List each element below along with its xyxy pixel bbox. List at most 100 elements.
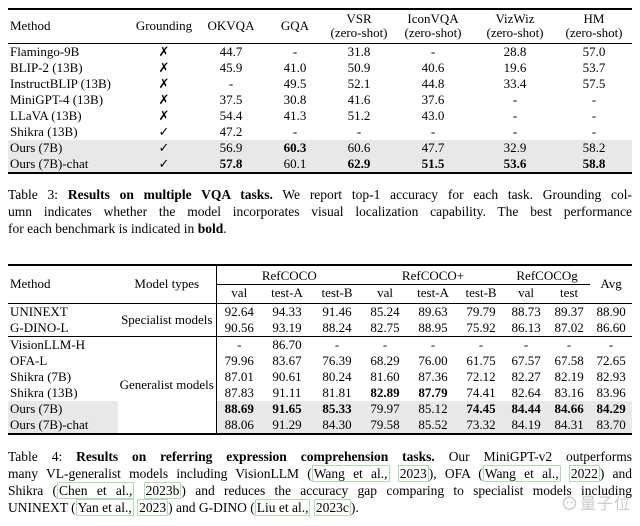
table-row: Shikra (13B) 87.83 91.11 81.81 82.89 87.79 74.… [8, 385, 632, 401]
column-header-label: VSR [346, 11, 372, 26]
score-cell: 19.6 [503, 60, 527, 75]
score-cell: 88.06 [215, 417, 262, 434]
score-cell: 83.70 [590, 417, 633, 434]
score-cell: - [590, 336, 633, 353]
score-cell: 57.8 [198, 156, 264, 173]
split-header: test-A [408, 284, 459, 304]
score-cell: - [512, 124, 518, 139]
score-cell: - [512, 108, 518, 123]
model-type-cell: Generalist models [118, 336, 216, 434]
score-cell: 51.5 [392, 156, 474, 173]
column-header-label: GQA [280, 18, 310, 33]
score-cell: 82.27 [511, 369, 541, 384]
table-row: UNINEXT Specialist models 92.64 94.33 91.46 8… [8, 303, 632, 327]
caption-line: many VL-generalist models including Visi… [8, 465, 632, 482]
score-cell: - [504, 336, 549, 353]
caption-text: . [223, 221, 227, 236]
table-row: Ours (7B)-chat 88.06 91.29 84.30 79.58 85.52 7… [8, 417, 633, 434]
citation-link[interactable]: 2023 [137, 499, 169, 516]
caption-text: ). [350, 500, 359, 515]
score-cell: 85.33 [312, 401, 363, 417]
method-cell: Flamingo-9B [10, 44, 80, 59]
score-cell: 82.64 [511, 385, 541, 400]
score-cell: 85.52 [408, 417, 459, 434]
method-cell: VisionLLM-H [8, 336, 118, 353]
score-cell: 79.97 [362, 401, 409, 417]
score-cell: 83.67 [272, 353, 302, 368]
column-header-subscript: (zero-shot) [486, 25, 544, 40]
score-cell: 79.58 [362, 417, 409, 434]
table-row: LLaVA (13B) ✗ 54.4 41.3 51.2 43.0 - - [8, 108, 632, 124]
score-cell: 84.31 [548, 417, 591, 434]
score-cell: 52.1 [347, 76, 371, 91]
split-header: val [215, 284, 262, 304]
caption-text: ), OFA ( [428, 466, 483, 481]
score-cell: 45.9 [219, 60, 243, 75]
citation-link[interactable]: Liu et al., [254, 499, 311, 516]
score-cell: 88.24 [322, 320, 352, 335]
column-header-label: OKVQA [207, 18, 255, 33]
method-cell: Ours (7B) [8, 401, 118, 417]
score-cell: 88.95 [418, 320, 448, 335]
column-header: HM (zero-shot) [556, 9, 632, 44]
grounding-mark: ✗ [158, 108, 170, 123]
split-header: test [548, 284, 591, 304]
grounding-mark: ✗ [158, 92, 170, 107]
score-cell: 49.5 [283, 76, 307, 91]
score-cell: 82.19 [554, 369, 584, 384]
caption-bold-text: Results on multiple VQA tasks. [67, 187, 273, 202]
caption-line: for each benchmark is indicated in bold. [8, 220, 632, 237]
citation-link[interactable]: 2023 [397, 465, 429, 482]
score-cell: 67.58 [554, 353, 584, 368]
column-header-avg: Avg [590, 265, 633, 304]
score-cell: 67.57 [511, 353, 541, 368]
score-cell: 87.36 [418, 369, 448, 384]
method-cell: LLaVA (13B) [10, 108, 82, 123]
score-cell: 79.96 [215, 353, 262, 369]
citation-link[interactable]: Yan et al., [75, 499, 134, 516]
table4-caption: Table 4: Results on referring expression… [8, 448, 632, 516]
score-cell: - [215, 336, 262, 353]
score-cell: 91.29 [262, 417, 312, 434]
method-cell: InstructBLIP (13B) [10, 76, 111, 91]
score-cell: 87.02 [554, 320, 584, 335]
citation-link[interactable]: 2022 [568, 465, 600, 482]
score-cell: 50.9 [347, 60, 371, 75]
caption-bold-text: Results on referring expression comprehe… [76, 449, 435, 464]
score-cell: 68.29 [370, 353, 400, 368]
score-cell: 76.00 [418, 353, 448, 368]
citation-link[interactable]: Wang et al., [482, 465, 561, 482]
caption-line: UNINEXT (Yan et al., 2023) and G-DINO (L… [8, 499, 632, 516]
caption-text [561, 466, 569, 481]
benchmark-group-header: RefCOCO+ [362, 265, 505, 285]
score-cell: 47.2 [219, 124, 243, 139]
score-cell: 84.19 [504, 417, 549, 434]
score-cell: 60.1 [264, 156, 326, 173]
column-header-method: Method [8, 265, 118, 304]
citation-link[interactable]: 2023c [313, 499, 351, 516]
score-cell: - [548, 336, 591, 353]
citation-link[interactable]: Chen et al., [57, 482, 135, 499]
score-cell: 57.0 [582, 44, 606, 59]
method-cell: Ours (7B)-chat [8, 417, 118, 434]
score-cell: 94.33 [272, 304, 302, 319]
score-cell: 88.73 [511, 304, 541, 319]
score-cell: 28.8 [503, 44, 527, 59]
table3-caption: Table 3: Results on multiple VQA tasks. … [8, 186, 632, 237]
caption-text: Shikra ( [8, 483, 58, 498]
score-cell: - [430, 124, 436, 139]
score-cell: - [458, 336, 505, 353]
score-cell: 88.90 [596, 304, 626, 319]
score-cell: 86.70 [262, 336, 312, 353]
score-cell: 91.11 [272, 385, 302, 400]
method-cell: Shikra (13B) [10, 124, 78, 139]
grounding-mark: ✓ [158, 124, 170, 139]
score-cell: 84.30 [312, 417, 363, 434]
score-cell: 89.37 [554, 304, 584, 319]
citation-link[interactable]: 2023b [143, 482, 182, 499]
citation-link[interactable]: Wang et al., [311, 465, 390, 482]
split-header: test-B [312, 284, 363, 304]
caption-bold-text: bold [197, 221, 224, 236]
score-cell: - [292, 124, 298, 139]
score-cell: 82.89 [370, 385, 400, 400]
